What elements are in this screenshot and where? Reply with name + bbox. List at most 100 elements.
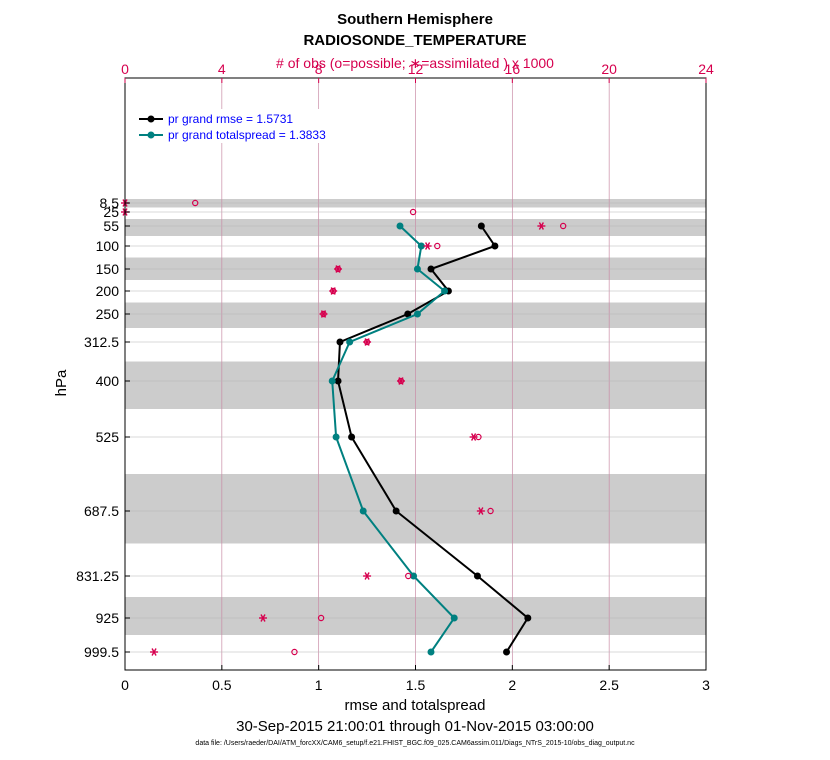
spread-point — [332, 433, 340, 441]
y-tick-label: 55 — [103, 218, 119, 234]
asterisk-stroke — [335, 265, 341, 273]
x-tick-label: 1.5 — [406, 677, 426, 693]
legend-spread-marker — [147, 131, 155, 139]
obs-assimilated-marker — [334, 265, 343, 273]
y-tick-label: 999.5 — [84, 644, 119, 660]
top-tick-label: 4 — [218, 61, 226, 77]
asterisk-stroke — [330, 287, 336, 295]
series-layer — [328, 222, 532, 656]
top-tick-label: 24 — [698, 61, 714, 77]
y-tick-label: 8.5 — [100, 195, 120, 211]
obs-assimilated-marker — [150, 648, 159, 656]
spread-line — [331, 225, 456, 653]
obs-possible-marker — [559, 222, 567, 230]
obs-assimilated-marker — [469, 433, 478, 441]
asterisk-stroke — [478, 507, 484, 515]
asterisk-stroke — [364, 338, 370, 346]
y-tick-label: 925 — [96, 610, 120, 626]
asterisk-stroke — [470, 433, 477, 441]
spread-point — [346, 338, 354, 346]
obs-possible-marker — [409, 208, 417, 216]
obs-possible-marker — [405, 572, 412, 580]
asterisk-stroke — [364, 572, 370, 580]
legend-rmse-label: pr grand rmse = 1.5731 — [168, 112, 293, 126]
rmse-point — [404, 310, 412, 318]
obs-assimilated-marker — [363, 572, 372, 580]
asterisk-stroke — [538, 222, 544, 230]
y-tick-label: 525 — [96, 429, 120, 445]
obs-assimilated-marker — [319, 310, 328, 318]
x-tick-label: 0 — [121, 677, 129, 693]
obs-assimilated-marker — [329, 287, 338, 295]
date-range: 30-Sep-2015 21:00:01 through 01-Nov-2015… — [236, 718, 594, 735]
obs-possible-marker — [317, 614, 325, 622]
spread-point — [427, 648, 435, 656]
x-tick-label: 2.5 — [599, 677, 619, 693]
asterisk-stroke — [398, 377, 404, 385]
spread-point — [359, 507, 367, 515]
rmse-point — [477, 222, 485, 230]
obs-possible-marker — [192, 199, 199, 207]
spread-point — [450, 614, 458, 622]
top-tick-label: 16 — [505, 61, 521, 77]
obs-assimilated-marker — [537, 222, 546, 230]
spread-point — [328, 377, 336, 385]
spread-point — [441, 287, 449, 295]
y-tick-label: 687.5 — [84, 503, 119, 519]
rmse-point — [334, 377, 342, 385]
rmse-point — [336, 338, 344, 346]
obs-assimilated-marker — [423, 242, 432, 250]
obs-possible-marker — [291, 648, 298, 656]
asterisk-stroke — [260, 614, 266, 622]
y-tick-label: 150 — [96, 261, 120, 277]
chart-title: Southern Hemisphere — [337, 11, 493, 28]
rmse-point — [348, 433, 356, 441]
y-tick-label: 200 — [96, 283, 120, 299]
top-axis-label: # of obs (o=possible; ∗=assimilated ) x … — [276, 55, 554, 71]
legend-spread-label: pr grand totalspread = 1.3833 — [168, 128, 326, 142]
x-axis-label: rmse and totalspread — [345, 697, 486, 714]
top-tick-label: 8 — [315, 61, 323, 77]
rmse-point — [427, 265, 435, 273]
obs-assimilated-marker — [363, 338, 372, 346]
y-tick-label: 250 — [96, 306, 120, 322]
rmse-point — [392, 507, 400, 515]
obs-possible-marker — [434, 242, 441, 250]
top-tick-label: 0 — [121, 61, 129, 77]
rmse-point — [491, 242, 499, 250]
obs-possible-marker — [487, 507, 494, 515]
legend-box — [133, 109, 365, 143]
spread-point — [410, 572, 418, 580]
rmse-line — [337, 225, 530, 653]
x-tick-label: 3 — [702, 677, 710, 693]
legend-rmse-marker — [147, 115, 155, 123]
y-tick-label: 831.25 — [76, 568, 119, 584]
x-tick-label: 1 — [315, 677, 323, 693]
x-tick-label: 0.5 — [212, 677, 232, 693]
rmse-point — [503, 648, 511, 656]
asterisk-stroke — [424, 242, 431, 250]
asterisk-stroke — [320, 310, 327, 318]
obs-assimilated-marker — [396, 377, 405, 385]
y-tick-label: 312.5 — [84, 334, 119, 350]
asterisk-stroke — [151, 648, 157, 656]
legend: pr grand rmse = 1.5731 pr grand totalspr… — [133, 109, 365, 143]
spread-point — [413, 310, 421, 318]
obs-assimilated-marker — [258, 614, 267, 622]
rmse-point — [473, 572, 481, 580]
y-tick-label: 25 — [103, 204, 119, 220]
spread-point — [396, 222, 404, 230]
y-tick-label: 100 — [96, 238, 120, 254]
data-file-path: data file: /Users/raeder/DAI/ATM_forcXX/… — [195, 740, 635, 747]
x-tick-label: 2 — [508, 677, 516, 693]
spread-point — [417, 242, 425, 250]
y-tick-label: 400 — [96, 373, 120, 389]
spread-point — [413, 265, 421, 273]
y-axis-label: hPa — [53, 369, 70, 396]
gridlines — [125, 78, 706, 670]
rmse-point — [524, 614, 532, 622]
obs-assimilated-marker — [476, 507, 485, 515]
top-tick-label: 20 — [601, 61, 617, 77]
